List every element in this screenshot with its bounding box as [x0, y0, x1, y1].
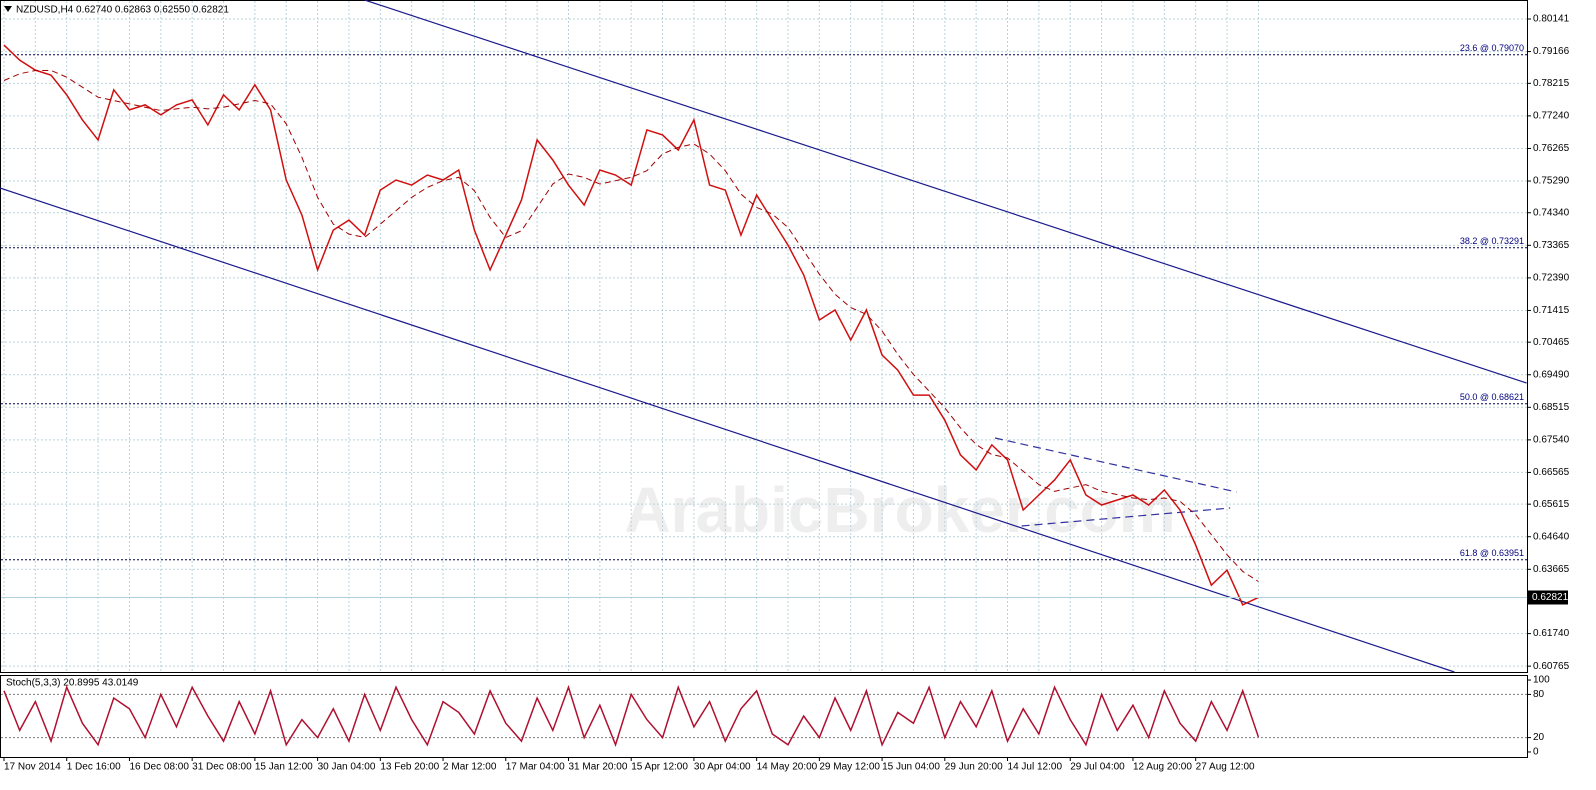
y-tick-label: 0.68515 [1533, 402, 1570, 413]
y-tick-label: 0.60765 [1533, 661, 1570, 672]
level-label: 38.2 @ 0.73291 [1460, 236, 1524, 246]
x-tick-label: 29 Jun 20:00 [945, 762, 1003, 773]
x-tick-label: 13 Feb 20:00 [380, 762, 439, 773]
y-tick-label: 0.65615 [1533, 499, 1570, 510]
main-frame [0, 0, 1528, 673]
x-tick-label: 17 Mar 04:00 [506, 762, 565, 773]
stoch-title: Stoch(5,3,3) 20.8995 43.0149 [6, 678, 139, 689]
current-price-label: 0.62821 [1532, 592, 1569, 603]
y-tick-label: 0.78215 [1533, 78, 1570, 89]
x-tick-label: 15 Apr 12:00 [631, 762, 688, 773]
x-tick-label: 30 Jan 04:00 [318, 762, 376, 773]
y-tick-label: 0.74340 [1533, 207, 1570, 218]
stoch-frame [0, 675, 1528, 758]
x-tick-label: 15 Jan 12:00 [255, 762, 313, 773]
y-tick-label: 0.80141 [1533, 14, 1570, 25]
trend-line [1021, 507, 1231, 527]
x-tick-label: 15 Jun 04:00 [882, 762, 940, 773]
y-tick-label: 0.79166 [1533, 46, 1570, 57]
y-tick-label: 0.75290 [1533, 176, 1570, 187]
x-tick-label: 31 Mar 20:00 [568, 762, 627, 773]
level-label: 50.0 @ 0.68621 [1460, 392, 1524, 402]
y-tick-label: 100 [1533, 675, 1550, 686]
x-tick-label: 12 Aug 20:00 [1133, 762, 1192, 773]
current-price-box [1528, 590, 1568, 605]
y-tick-label: 0.76265 [1533, 143, 1570, 154]
chart-title: NZDUSD,H4 0.62740 0.62863 0.62550 0.6282… [16, 5, 229, 16]
trend-line [364, 0, 1527, 384]
x-tick-label: 1 Dec 16:00 [67, 762, 121, 773]
series-line [3, 44, 1259, 606]
y-tick-label: 0.72390 [1533, 273, 1570, 284]
series-line [3, 684, 1260, 748]
y-tick-label: 0.64640 [1533, 531, 1570, 542]
x-tick-label: 2 Mar 12:00 [443, 762, 497, 773]
x-tick-label: 14 May 20:00 [757, 762, 818, 773]
y-tick-label: 0.71415 [1533, 305, 1570, 316]
x-tick-label: 14 Jul 12:00 [1008, 762, 1063, 773]
x-tick-label: 16 Dec 08:00 [129, 762, 189, 773]
y-tick-label: 0.77240 [1533, 111, 1570, 122]
trend-line [0, 187, 1455, 673]
y-tick-label: 0.69490 [1533, 369, 1570, 380]
trend-line [994, 437, 1237, 493]
x-tick-label: 29 May 12:00 [819, 762, 880, 773]
level-label: 61.8 @ 0.63951 [1460, 548, 1524, 558]
menu-arrow[interactable] [4, 6, 12, 12]
x-tick-label: 27 Aug 12:00 [1196, 762, 1255, 773]
x-tick-label: 31 Dec 08:00 [192, 762, 252, 773]
y-tick-label: 20 [1533, 732, 1545, 743]
watermark: ArabicBroker.com [624, 474, 1175, 546]
y-tick-label: 80 [1533, 689, 1545, 700]
series-line [3, 69, 1259, 582]
y-tick-label: 0.73365 [1533, 240, 1570, 251]
y-tick-label: 0.70465 [1533, 337, 1570, 348]
level-label: 23.6 @ 0.79070 [1460, 43, 1524, 53]
y-tick-label: 0.63665 [1533, 564, 1570, 575]
x-tick-label: 17 Nov 2014 [4, 762, 61, 773]
x-tick-label: 29 Jul 04:00 [1070, 762, 1125, 773]
y-tick-label: 0.67540 [1533, 435, 1570, 446]
y-tick-label: 0.66565 [1533, 467, 1570, 478]
x-tick-label: 30 Apr 04:00 [694, 762, 751, 773]
y-tick-label: 0 [1533, 747, 1539, 758]
y-tick-label: 0.61740 [1533, 628, 1570, 639]
